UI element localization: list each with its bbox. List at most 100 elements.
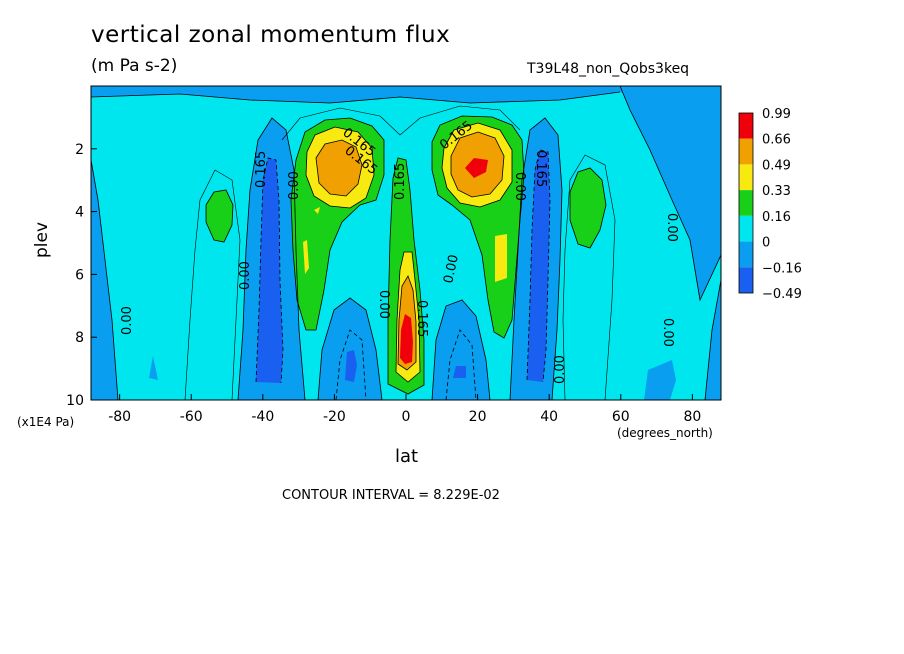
x-tick-label: 40: [540, 409, 558, 425]
colorbar: 0.99 0.66 0.49 0.33 0.16 0 −0.16 −0.49: [738, 107, 802, 302]
pos-yellow-right-small: [495, 234, 507, 282]
y-axis: 2 4 6 8 10: [66, 142, 97, 409]
y-tick-label: 6: [75, 267, 84, 283]
pos-region-side-left: [206, 190, 233, 242]
contour-line: [441, 122, 513, 208]
neg-region-lower-right: [432, 300, 490, 400]
contour-line: [526, 149, 551, 383]
pos-mark-left: [314, 207, 320, 214]
contour-line: [91, 159, 119, 400]
pos-peak-center: [400, 314, 413, 364]
contour-line: [397, 275, 417, 371]
colorbar-swatch: [739, 215, 753, 242]
neg-region-small-left: [149, 356, 158, 380]
contour-line: [290, 117, 385, 331]
y-tick-label: 4: [75, 205, 84, 221]
x-tick-label: 0: [402, 409, 411, 425]
pos-yellow-left-small: [303, 240, 309, 274]
x-axis: -80 -60 -40 -20 0 20 40 60 80: [108, 394, 701, 425]
contour-label: 0.165: [533, 150, 548, 187]
x-tick-label: -80: [108, 409, 131, 425]
x-tick-label: -20: [323, 409, 346, 425]
pos-region-side-right: [570, 168, 606, 248]
contour-line: [387, 157, 425, 395]
y-tick-label: 8: [75, 330, 84, 346]
contour-line: [91, 91, 621, 104]
chart-units: (m Pa s-2): [91, 56, 178, 76]
neg-core-lower-right: [453, 366, 466, 378]
contour-line: [315, 139, 363, 197]
contour-label: 0.00: [376, 290, 391, 319]
contour-line: [335, 329, 367, 400]
colorbar-label: 0.66: [762, 133, 791, 148]
contour-interval: CONTOUR INTERVAL = 8.229E-02: [282, 488, 500, 503]
contour-line: [281, 105, 521, 141]
x-tick-label: -40: [251, 409, 274, 425]
contour-label: 0.165: [254, 151, 269, 188]
colorbar-frame: [738, 112, 754, 294]
contour-label: 0.00: [120, 306, 135, 335]
x-tick-label: 60: [612, 409, 630, 425]
contour-line: [205, 189, 234, 243]
contour-line: [569, 167, 607, 249]
colorbar-swatch: [739, 267, 753, 293]
colorbar-swatch: [739, 138, 753, 165]
contour-line: [317, 297, 383, 400]
neg-core-left: [256, 158, 283, 383]
neg-region-lower-left: [318, 298, 382, 400]
contour-lines: [91, 86, 721, 400]
contour-line: [305, 126, 375, 209]
pos-level4-left: [316, 140, 362, 196]
contour-line: [237, 117, 306, 400]
contour-line: [431, 299, 491, 400]
neg-core-lower-left: [345, 350, 357, 382]
contour-label: 0.165: [414, 300, 429, 337]
contour-label: 0.00: [238, 261, 253, 290]
neg-region-right-edge: [705, 280, 721, 400]
y-axis-unit: (x1E4 Pa): [17, 415, 75, 429]
run-label: T39L48_non_Qobs3keq: [527, 61, 690, 77]
contour-label: 0.00: [512, 172, 527, 201]
contour-label: 0.165: [393, 163, 408, 200]
contour-fill: [91, 86, 721, 400]
chart-title: vertical zonal momentum flux: [91, 22, 451, 48]
y-tick-label: 2: [75, 142, 84, 158]
contour-label: 0.00: [664, 213, 679, 242]
contour-line: [562, 154, 616, 400]
contour-line: [509, 117, 563, 400]
x-tick-label: 80: [683, 409, 701, 425]
contour-line: [184, 169, 241, 400]
pos-peak-right: [465, 158, 488, 178]
colorbar-label: 0.33: [762, 184, 791, 199]
neg-region-small-right: [644, 360, 676, 400]
neg-region-left-edge: [91, 160, 118, 400]
contour-line: [445, 329, 477, 400]
contour-label: 0.00: [553, 355, 568, 384]
colorbar-swatch: [739, 190, 753, 216]
colorbar-label: 0.99: [762, 107, 791, 122]
contour-line: [704, 279, 721, 400]
colorbar-label: 0.49: [762, 158, 791, 173]
colorbar-label: −0.49: [762, 287, 802, 302]
colorbar-swatch: [739, 113, 753, 139]
colorbar-label: −0.16: [762, 261, 802, 276]
neg-region-top: [91, 86, 721, 103]
contour-line: [619, 86, 721, 302]
colorbar-label: 0: [762, 236, 770, 251]
colorbar-swatch: [739, 241, 753, 268]
y-tick-label: 10: [66, 393, 84, 409]
neg-core-right: [527, 150, 550, 382]
contour-label: 0.00: [287, 171, 302, 200]
x-axis-unit: (degrees_north): [617, 426, 713, 440]
contour-line: [255, 157, 284, 384]
contour-line: [450, 131, 505, 198]
colorbar-swatch: [739, 164, 753, 191]
colorbar-label: 0.16: [762, 210, 791, 225]
contour-label: 0.00: [441, 253, 462, 284]
contour-line: [431, 115, 525, 339]
x-tick-label: -60: [180, 409, 203, 425]
neg-region-top-right: [620, 86, 721, 300]
x-tick-label: 20: [469, 409, 487, 425]
x-axis-label: lat: [395, 446, 419, 467]
